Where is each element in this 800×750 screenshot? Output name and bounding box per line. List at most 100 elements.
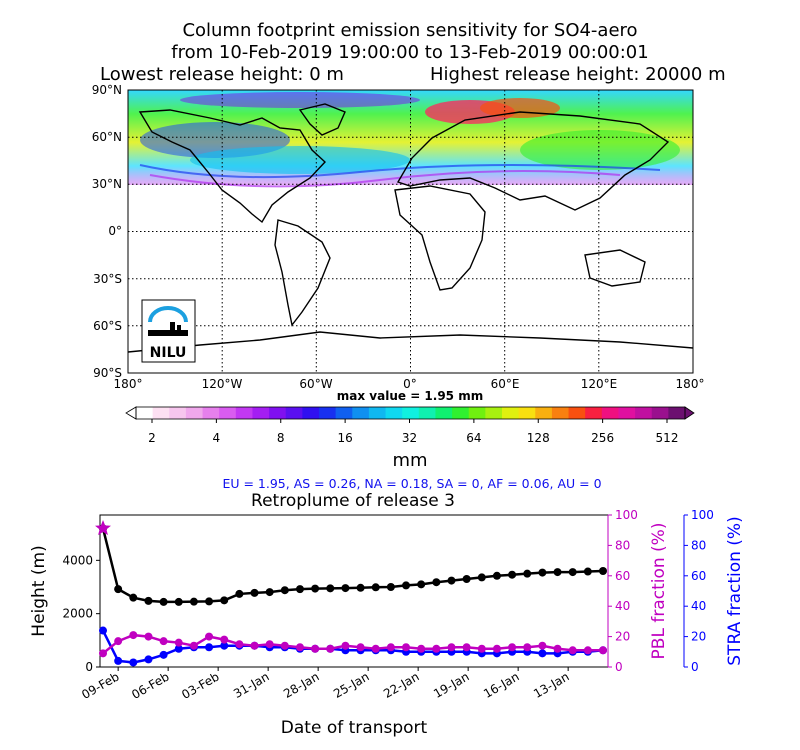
colorbar-swatch: [285, 407, 303, 419]
series-point: [326, 584, 335, 593]
series-point: [492, 571, 501, 580]
lat-labels: 90°N 60°N 30°N 0° 30°S 60°S 90°S: [92, 83, 122, 380]
lat-label: 60°N: [92, 130, 122, 144]
series-point: [538, 641, 547, 650]
series-point: [280, 641, 289, 650]
series-point: [599, 646, 607, 655]
lat-label: 90°S: [93, 366, 122, 380]
colorbar-tick-label: 64: [466, 431, 481, 445]
series-point: [417, 580, 426, 589]
series-point: [432, 644, 441, 653]
series-point: [295, 643, 304, 652]
series-point: [114, 656, 123, 665]
series-point: [159, 637, 168, 646]
pbl-tick-label: 20: [615, 630, 630, 644]
series-point: [189, 641, 198, 650]
colorbar-unit: mm: [392, 450, 427, 471]
series-point: [114, 637, 123, 646]
colorbar-swatch: [235, 407, 253, 419]
series-point: [99, 649, 107, 658]
series-point: [432, 578, 441, 587]
release-star-marker: [95, 519, 111, 536]
colorbar-swatch: [618, 407, 636, 419]
colorbar-swatch: [335, 407, 353, 419]
colorbar-swatch: [452, 407, 470, 419]
series-point: [386, 583, 395, 591]
pbl-tick-label: 80: [615, 538, 630, 552]
series-point: [144, 655, 153, 664]
y-tick-label: 0: [85, 660, 93, 674]
series-point: [265, 588, 274, 597]
series-point: [462, 643, 471, 652]
colorbar-swatch: [418, 407, 436, 419]
colorbar-swatch: [319, 407, 337, 419]
colorbar-swatch: [202, 407, 220, 419]
series-point: [295, 585, 304, 594]
pbl-axis-label: PBL fraction (%): [649, 523, 669, 660]
x-tick-label: 28-Jan: [281, 669, 322, 701]
series-point: [538, 649, 547, 658]
series-point: [583, 646, 592, 655]
colorbar-tick-label: 4: [213, 431, 221, 445]
x-tick-label: 22-Jan: [381, 669, 422, 701]
series-point: [508, 643, 517, 652]
series-point: [174, 597, 183, 606]
stra-tick-label: 40: [691, 599, 706, 613]
map-title-lowest-height: Lowest release height: 0 m: [100, 64, 344, 85]
series-point: [599, 567, 607, 575]
series-point: [583, 567, 592, 576]
series-point: [553, 644, 562, 653]
colorbar-tick-label: 2: [148, 431, 156, 445]
series-point: [341, 584, 350, 593]
x-tick-label: 19-Jan: [431, 669, 472, 701]
colorbar-tick-label: 16: [337, 431, 352, 445]
pbl-tick-label: 0: [615, 660, 623, 674]
series-point: [523, 643, 532, 652]
colorbar-tick-label: 32: [402, 431, 417, 445]
colorbar-swatch: [352, 407, 370, 419]
x-tick-label: 03-Feb: [179, 669, 221, 702]
series-point: [523, 569, 532, 578]
series-point: [159, 597, 168, 606]
series-point: [99, 626, 107, 635]
series-line-pbl: [102, 633, 603, 655]
colorbar-tick-label: 128: [527, 431, 550, 445]
x-tick-label: 06-Feb: [129, 669, 171, 702]
colorbar-swatch: [169, 407, 187, 419]
series-point: [220, 641, 229, 650]
series-point: [402, 581, 411, 590]
series-point: [144, 596, 153, 605]
lon-label: 0°: [403, 377, 417, 391]
series-point: [235, 589, 244, 598]
emission-plume: [128, 90, 693, 188]
lat-label: 60°S: [93, 319, 122, 333]
series-point: [205, 643, 214, 652]
map-title-line2: from 10-Feb-2019 19:00:00 to 13-Feb-2019…: [171, 42, 649, 63]
series-point: [553, 568, 562, 577]
series-point: [189, 597, 198, 606]
colorbar-ticks: 2 4 8 16 32 64 128 256 512: [148, 419, 678, 445]
series-point: [568, 646, 577, 655]
series-point: [114, 585, 123, 594]
map-title-highest-height: Highest release height: 20000 m: [430, 64, 726, 85]
colorbar-swatch: [435, 407, 453, 419]
series-point: [129, 631, 138, 640]
colorbar-tick-label: 256: [591, 431, 614, 445]
lat-label: 30°S: [93, 272, 122, 286]
y-axis-label: Height (m): [29, 545, 49, 636]
region-fractions: EU = 1.95, AS = 0.26, NA = 0.18, SA = 0,…: [222, 476, 601, 491]
colorbar-swatch: [502, 407, 520, 419]
series-point: [341, 641, 350, 650]
series-point: [538, 568, 547, 577]
x-axis-label: Date of transport: [281, 718, 428, 738]
y-tick-label: 2000: [62, 607, 93, 621]
series-point: [220, 596, 229, 605]
colorbar-swatch: [136, 407, 154, 419]
stra-tick-label: 0: [691, 660, 699, 674]
series-point: [129, 593, 138, 602]
colorbar-swatch: [302, 407, 320, 419]
series-point: [447, 643, 456, 652]
stra-tick-label: 100: [691, 508, 714, 522]
